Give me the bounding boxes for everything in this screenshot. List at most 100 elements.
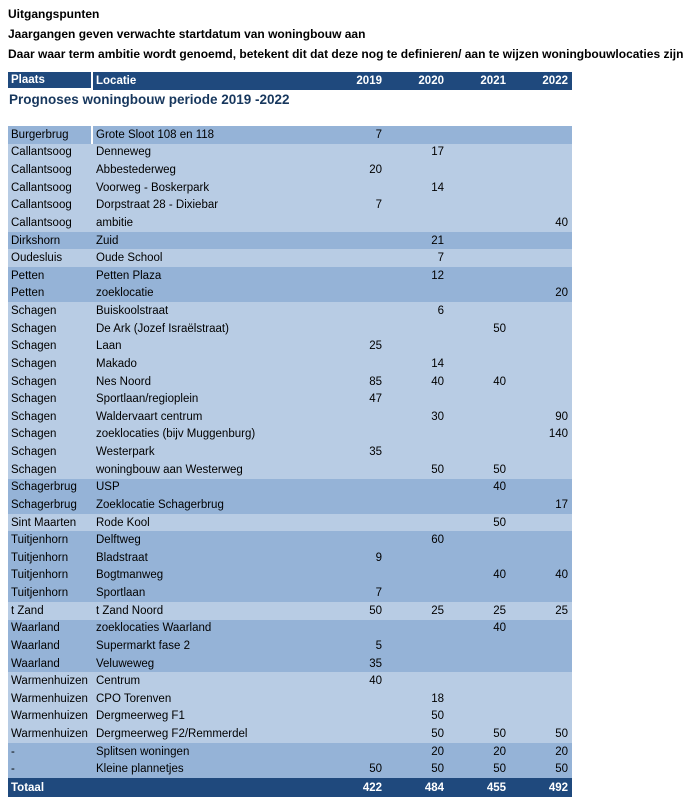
cell-2022[interactable]: 20 (555, 745, 568, 758)
cell-locatie[interactable]: ambitie (96, 216, 134, 229)
cell-plaats[interactable]: Callantsoog (11, 199, 72, 212)
cell-locatie[interactable]: Buiskoolstraat (96, 305, 169, 318)
cell-locatie[interactable]: Waldervaart centrum (96, 410, 203, 423)
cell-locatie[interactable]: Centrum (96, 675, 141, 688)
cell-2020[interactable]: 50 (431, 463, 444, 476)
cell-2020[interactable]: 14 (431, 357, 444, 370)
cell-2019[interactable]: 50 (369, 763, 382, 776)
cell-2021[interactable]: 50 (493, 763, 506, 776)
cell-2020[interactable]: 12 (431, 269, 444, 282)
cell-locatie[interactable]: Bladstraat (96, 551, 148, 564)
cell-2021[interactable]: 50 (493, 728, 506, 741)
cell-plaats[interactable]: Schagen (11, 393, 57, 406)
cell-locatie[interactable]: Kleine plannetjes (96, 763, 184, 776)
column-header-2020[interactable]: 2020 (418, 75, 444, 87)
cell-2020[interactable]: 20 (431, 745, 444, 758)
cell-plaats[interactable]: Sint Maarten (11, 516, 77, 529)
cell-locatie[interactable]: Zuid (96, 234, 119, 247)
cell-2020[interactable]: 18 (431, 692, 444, 705)
cell-plaats[interactable]: t Zand (11, 604, 44, 617)
cell-locatie[interactable]: Dergmeerweg F2/Remmerdel (96, 728, 248, 741)
cell-2020[interactable]: 17 (431, 146, 444, 159)
cell-locatie[interactable]: De Ark (Jozef Israëlstraat) (96, 322, 229, 335)
cell-plaats[interactable]: Schagen (11, 340, 57, 353)
cell-plaats[interactable]: Waarland (11, 657, 60, 670)
cell-locatie[interactable]: Splitsen woningen (96, 745, 190, 758)
cell-plaats[interactable]: Petten (11, 287, 45, 300)
total-value-2020[interactable]: 484 (424, 781, 444, 794)
cell-plaats[interactable]: - (11, 763, 15, 776)
cell-plaats[interactable]: Schagen (11, 375, 57, 388)
cell-2019[interactable]: 85 (369, 375, 382, 388)
cell-2020[interactable]: 50 (431, 728, 444, 741)
cell-2019[interactable]: 5 (375, 639, 382, 652)
cell-plaats[interactable]: Callantsoog (11, 216, 72, 229)
cell-locatie[interactable]: woningbouw aan Westerweg (96, 463, 243, 476)
cell-2021[interactable]: 40 (493, 375, 506, 388)
cell-locatie[interactable]: Nes Noord (96, 375, 151, 388)
cell-plaats[interactable]: Tuitjenhorn (11, 569, 69, 582)
cell-locatie[interactable]: CPO Torenven (96, 692, 172, 705)
cell-plaats[interactable]: Schagen (11, 446, 57, 459)
cell-plaats[interactable]: Warmenhuizen (11, 692, 88, 705)
cell-plaats[interactable]: Waarland (11, 622, 60, 635)
cell-locatie[interactable]: Makado (96, 357, 137, 370)
cell-plaats[interactable]: Schagerbrug (11, 481, 77, 494)
cell-2020[interactable]: 14 (431, 181, 444, 194)
cell-plaats[interactable]: Schagen (11, 322, 57, 335)
cell-locatie[interactable]: Rode Kool (96, 516, 150, 529)
cell-2019[interactable]: 7 (375, 199, 382, 212)
cell-locatie[interactable]: Sportlaan (96, 587, 146, 600)
cell-2021[interactable]: 20 (493, 745, 506, 758)
cell-locatie[interactable]: Westerpark (96, 446, 155, 459)
cell-locatie[interactable]: zoeklocaties Waarland (96, 622, 212, 635)
cell-locatie[interactable]: Dorpstraat 28 - Dixiebar (96, 199, 219, 212)
column-header-locatie[interactable]: Locatie (96, 75, 137, 87)
total-value-2021[interactable]: 455 (486, 781, 506, 794)
cell-plaats[interactable]: Warmenhuizen (11, 710, 88, 723)
cell-locatie[interactable]: Sportlaan/regioplein (96, 393, 199, 406)
cell-2021[interactable]: 50 (493, 516, 506, 529)
cell-plaats[interactable]: Petten (11, 269, 45, 282)
cell-plaats[interactable]: Schagerbrug (11, 498, 77, 511)
cell-plaats[interactable]: Oudesluis (11, 252, 63, 265)
cell-2019[interactable]: 50 (369, 604, 382, 617)
cell-2020[interactable]: 21 (431, 234, 444, 247)
total-label[interactable]: Totaal (11, 781, 45, 794)
cell-2020[interactable]: 60 (431, 534, 444, 547)
cell-plaats[interactable]: Dirkshorn (11, 234, 61, 247)
cell-plaats[interactable]: Tuitjenhorn (11, 587, 69, 600)
cell-2021[interactable]: 40 (493, 569, 506, 582)
cell-2020[interactable]: 6 (437, 305, 444, 318)
cell-locatie[interactable]: Abbestederweg (96, 164, 176, 177)
cell-locatie[interactable]: t Zand Noord (96, 604, 164, 617)
total-value-2019[interactable]: 422 (362, 781, 382, 794)
cell-2020[interactable]: 7 (437, 252, 444, 265)
cell-2020[interactable]: 50 (431, 710, 444, 723)
cell-2020[interactable]: 40 (431, 375, 444, 388)
cell-plaats[interactable]: Warmenhuizen (11, 728, 88, 741)
cell-2022[interactable]: 50 (555, 763, 568, 776)
cell-2021[interactable]: 25 (493, 604, 506, 617)
cell-locatie[interactable]: Grote Sloot 108 en 118 (96, 128, 215, 141)
cell-2020[interactable]: 30 (431, 410, 444, 423)
cell-2019[interactable]: 35 (369, 657, 382, 670)
cell-2022[interactable]: 20 (555, 287, 568, 300)
cell-plaats[interactable]: Waarland (11, 639, 60, 652)
cell-plaats[interactable]: Tuitjenhorn (11, 534, 69, 547)
cell-locatie[interactable]: Laan (96, 340, 122, 353)
cell-locatie[interactable]: Petten Plaza (96, 269, 162, 282)
cell-2021[interactable]: 50 (493, 463, 506, 476)
cell-locatie[interactable]: Oude School (96, 252, 163, 265)
cell-locatie[interactable]: Voorweg - Boskerpark (96, 181, 210, 194)
cell-plaats[interactable]: Callantsoog (11, 181, 72, 194)
cell-2019[interactable]: 40 (369, 675, 382, 688)
cell-2022[interactable]: 17 (555, 498, 568, 511)
column-header-2021[interactable]: 2021 (480, 75, 506, 87)
cell-plaats[interactable]: Schagen (11, 305, 57, 318)
cell-2021[interactable]: 40 (493, 622, 506, 635)
cell-2019[interactable]: 47 (369, 393, 382, 406)
cell-plaats[interactable]: Schagen (11, 428, 57, 441)
cell-2022[interactable]: 40 (555, 569, 568, 582)
cell-2019[interactable]: 7 (375, 128, 382, 141)
